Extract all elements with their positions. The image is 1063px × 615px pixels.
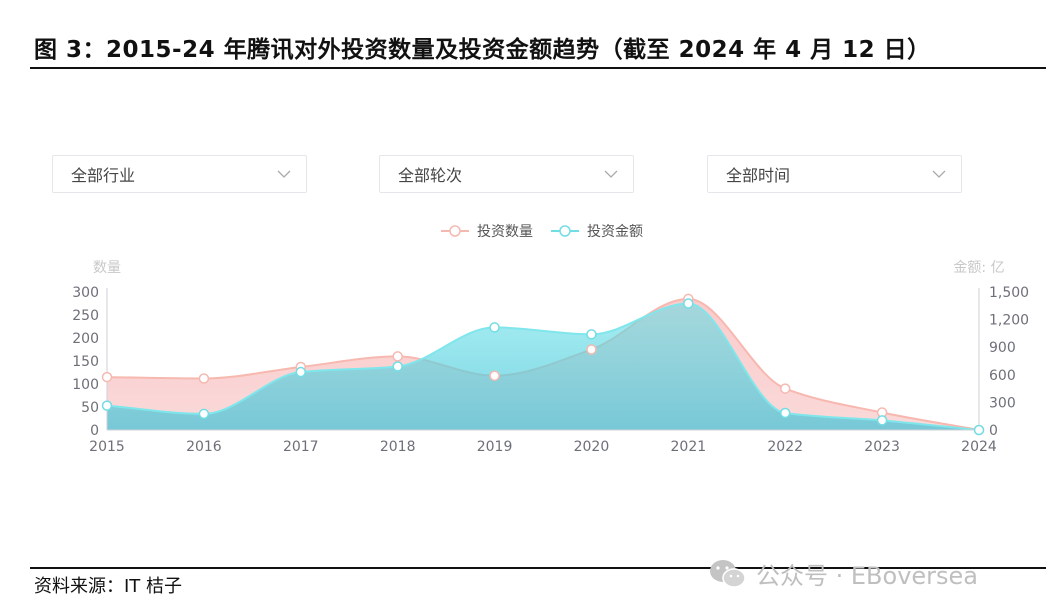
left-tick-label: 300 bbox=[72, 285, 99, 301]
watermark-text: 公众号 · EBoversea bbox=[756, 562, 979, 590]
amount-area bbox=[107, 303, 979, 430]
left-tick-label: 150 bbox=[72, 354, 99, 370]
round-filter-label: 全部轮次 bbox=[398, 166, 463, 185]
amount-point-2020 bbox=[586, 329, 597, 340]
amount-point-2018 bbox=[392, 361, 403, 372]
right-tick-label: 900 bbox=[989, 340, 1016, 356]
x-tick-label-2017: 2017 bbox=[283, 439, 319, 455]
top-rule bbox=[30, 67, 1046, 69]
count-point-2016 bbox=[198, 373, 210, 384]
x-tick-label-2021: 2021 bbox=[671, 439, 707, 455]
amount-point-2024 bbox=[973, 424, 985, 436]
chevron-down-icon bbox=[604, 170, 618, 178]
amount-point-2023 bbox=[876, 415, 888, 426]
wechat-icon bbox=[710, 559, 746, 588]
amount-point-2019 bbox=[489, 322, 500, 333]
amount-point-2015 bbox=[101, 400, 113, 411]
time-filter-label: 全部时间 bbox=[726, 166, 791, 185]
x-tick-label-2022: 2022 bbox=[767, 439, 803, 455]
left-tick-label: 200 bbox=[72, 331, 99, 347]
left-axis-name: 数量 bbox=[93, 260, 121, 276]
legend-count-label: 投资数量 bbox=[477, 224, 533, 240]
right-axis-name: 金额: 亿 bbox=[953, 260, 1004, 276]
right-tick-label: 300 bbox=[989, 395, 1016, 411]
amount-point-2021 bbox=[683, 298, 694, 309]
amount-point-2017 bbox=[295, 366, 307, 378]
x-tick-label-2023: 2023 bbox=[864, 439, 900, 455]
x-tick-label-2019: 2019 bbox=[477, 439, 513, 455]
left-tick-label: 250 bbox=[72, 308, 99, 324]
industry-filter-select[interactable]: 全部行业 bbox=[52, 155, 307, 193]
figure-title: 图 3：2015-24 年腾讯对外投资数量及投资金额趋势（截至 2024 年 4… bbox=[34, 37, 931, 63]
count-point-2020 bbox=[586, 344, 597, 355]
time-filter-select[interactable]: 全部时间 bbox=[707, 155, 962, 193]
left-tick-label: 100 bbox=[72, 377, 99, 393]
amount-point-2022 bbox=[779, 407, 791, 419]
chevron-down-icon bbox=[277, 170, 291, 178]
legend-amount-marker bbox=[559, 225, 571, 237]
x-tick-label-2016: 2016 bbox=[186, 439, 222, 455]
round-filter-select[interactable]: 全部轮次 bbox=[379, 155, 634, 193]
left-tick-label: 0 bbox=[90, 423, 99, 439]
legend-amount: 投资金额 bbox=[551, 224, 643, 240]
count-point-2019 bbox=[489, 370, 500, 381]
count-point-2022 bbox=[779, 383, 791, 394]
amount-point-2016 bbox=[198, 408, 210, 420]
right-tick-label: 0 bbox=[989, 423, 998, 439]
watermark: 公众号 · EBoversea bbox=[708, 556, 978, 591]
left-tick-label: 50 bbox=[81, 400, 99, 416]
bottom-rule bbox=[30, 567, 1046, 569]
right-tick-label: 600 bbox=[989, 368, 1016, 384]
right-tick-label: 1,500 bbox=[989, 285, 1029, 301]
source-note: 资料来源：IT 桔子 bbox=[34, 576, 183, 597]
x-tick-label-2015: 2015 bbox=[89, 439, 125, 455]
x-tick-label-2020: 2020 bbox=[574, 439, 610, 455]
count-point-2015 bbox=[101, 371, 113, 383]
x-tick-label-2018: 2018 bbox=[380, 439, 416, 455]
investment-trend-chart: 3002502001501005001,5001,200900600300020… bbox=[72, 224, 1029, 455]
chevron-down-icon bbox=[932, 170, 946, 178]
legend-count-marker bbox=[449, 225, 461, 237]
legend-count: 投资数量 bbox=[441, 224, 533, 240]
x-tick-label-2024: 2024 bbox=[961, 439, 997, 455]
industry-filter-label: 全部行业 bbox=[71, 166, 136, 185]
legend-amount-label: 投资金额 bbox=[587, 224, 643, 240]
right-tick-label: 1,200 bbox=[989, 313, 1029, 329]
count-point-2018 bbox=[392, 351, 403, 362]
amount-line bbox=[106, 302, 980, 431]
